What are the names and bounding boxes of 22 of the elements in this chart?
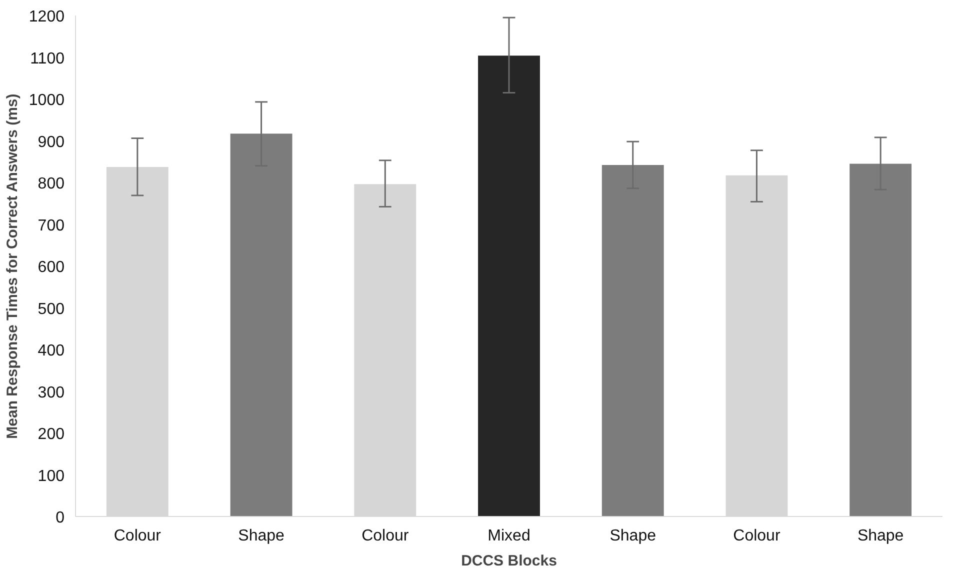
y-tick-label: 300 — [38, 384, 65, 402]
x-tick-label: Mixed — [488, 528, 530, 544]
x-axis-title: DCCS Blocks — [461, 552, 557, 570]
y-axis-title: Mean Response Times for Correct Answers (ms) — [4, 94, 21, 439]
y-tick-label: 900 — [38, 134, 65, 151]
y-tick-label: 0 — [56, 510, 65, 526]
y-tick-label: 700 — [38, 217, 65, 234]
y-tick-label: 800 — [38, 176, 65, 192]
x-tick-label: Colour — [733, 528, 781, 544]
y-tick-label: 600 — [38, 259, 65, 276]
x-tick-label: Shape — [238, 528, 285, 544]
y-tick-label: 100 — [38, 468, 65, 485]
y-tick-label: 1000 — [28, 92, 65, 109]
x-tick-label: Colour — [114, 528, 162, 544]
x-tick-label: Colour — [362, 528, 410, 544]
y-tick-label: 1200 — [28, 8, 65, 26]
x-tick-label: Shape — [857, 528, 904, 544]
y-tick-label: 200 — [38, 426, 65, 443]
x-tick-label: Shape — [610, 528, 656, 544]
y-tick-label: 1100 — [30, 50, 65, 68]
y-tick-label: 400 — [38, 342, 65, 360]
y-tick-label: 500 — [38, 300, 65, 318]
